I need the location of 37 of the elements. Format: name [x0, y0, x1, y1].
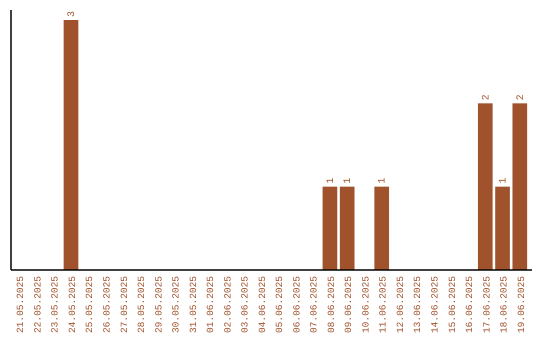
x-tick-label: 24.05.2025	[66, 276, 78, 334]
x-tick-label: 26.05.2025	[102, 276, 113, 334]
x-tick-label: 21.05.2025	[15, 276, 26, 334]
x-tick-label: 29.05.2025	[153, 276, 164, 334]
x-tick-label: 10.06.2025	[360, 276, 372, 334]
data-label: 1	[343, 178, 354, 184]
x-tick-label: 09.06.2025	[343, 276, 354, 334]
data-label: 1	[498, 178, 510, 184]
x-tick-label: 22.05.2025	[32, 276, 44, 334]
x-tick-label: 04.06.2025	[256, 276, 268, 334]
x-tick-label: 16.06.2025	[464, 276, 476, 334]
x-tick-label: 03.06.2025	[240, 276, 251, 334]
x-tick-label: 28.05.2025	[136, 276, 148, 334]
x-tick-label: 12.06.2025	[394, 276, 406, 334]
x-tick-label: 18.06.2025	[498, 276, 510, 334]
x-tick-label: 15.06.2025	[446, 276, 458, 334]
x-tick-label: 08.06.2025	[326, 276, 337, 334]
x-tick-label: 17.06.2025	[481, 276, 492, 334]
x-tick-label: 31.05.2025	[188, 276, 199, 334]
x-tick-label: 13.06.2025	[412, 276, 424, 334]
x-tick-label: 06.06.2025	[291, 276, 302, 334]
x-tick-label: 25.05.2025	[84, 276, 96, 334]
data-label: 3	[66, 10, 78, 17]
data-label: 1	[326, 178, 337, 184]
x-tick-label: 14.06.2025	[429, 276, 440, 334]
x-tick-label: 05.06.2025	[274, 276, 286, 334]
x-tick-label: 02.06.2025	[222, 276, 234, 334]
x-tick-label: 19.06.2025	[516, 276, 527, 334]
x-tick-label: 11.06.2025	[378, 276, 389, 334]
x-tick-label: 07.06.2025	[308, 276, 320, 334]
x-tick-label: 01.06.2025	[205, 276, 216, 334]
data-label: 1	[378, 178, 389, 184]
data-label: 2	[516, 94, 527, 100]
data-label: 2	[481, 94, 492, 100]
x-tick-label: 30.05.2025	[170, 276, 182, 334]
x-tick-label: 23.05.2025	[50, 276, 61, 334]
x-tick-label: 27.05.2025	[118, 276, 130, 334]
